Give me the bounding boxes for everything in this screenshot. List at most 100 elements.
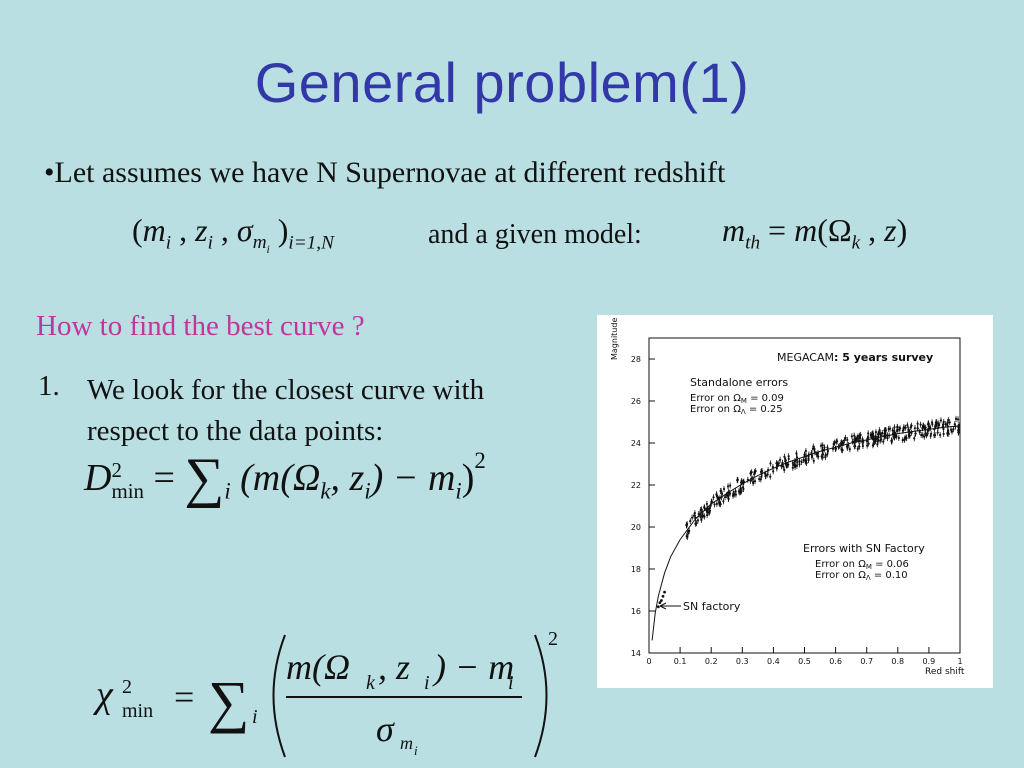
survey-point-dot bbox=[877, 439, 880, 442]
survey-point-dot bbox=[816, 451, 820, 455]
chi2-formula: χ 2 min = ∑ i 2 m(Ω k , z i ) − m i σ m … bbox=[92, 628, 558, 758]
survey-point-dot bbox=[853, 434, 856, 437]
x-tick-label: 0 bbox=[646, 657, 651, 666]
svg-text:∑: ∑ bbox=[208, 669, 249, 734]
survey-point-dot bbox=[870, 433, 874, 436]
data-tuple-formula: (mi , zi , σmi )i=1,N bbox=[132, 212, 334, 257]
survey-point-dot bbox=[705, 509, 708, 512]
survey-point-dot bbox=[706, 508, 710, 511]
survey-point-dot bbox=[848, 448, 851, 451]
survey-point-dot bbox=[918, 430, 921, 434]
sn-factory-point bbox=[656, 605, 660, 609]
survey-point-dot bbox=[942, 432, 945, 435]
survey-point-dot bbox=[727, 497, 730, 500]
survey-point-dot bbox=[784, 459, 787, 462]
sn-factory-arrow bbox=[659, 602, 681, 610]
y-tick-label: 28 bbox=[631, 355, 641, 364]
svg-text:2: 2 bbox=[122, 676, 132, 698]
survey-point-dot bbox=[916, 422, 919, 425]
survey-point-dot bbox=[717, 501, 721, 504]
survey-point-dot bbox=[850, 435, 854, 438]
survey-point-dot bbox=[896, 425, 899, 428]
survey-point-dot bbox=[919, 423, 922, 426]
survey-point-dot bbox=[811, 454, 814, 457]
survey-point-dot bbox=[910, 431, 913, 434]
survey-point-dot bbox=[720, 489, 723, 493]
sn-factory-point bbox=[661, 594, 665, 598]
survey-point-dot bbox=[856, 447, 859, 450]
survey-point-dot bbox=[946, 432, 949, 435]
survey-point-dot bbox=[925, 434, 928, 437]
survey-point-dot bbox=[715, 502, 718, 505]
survey-point-dot bbox=[783, 455, 786, 458]
survey-point-dot bbox=[795, 464, 799, 468]
survey-point-dot bbox=[844, 436, 847, 439]
survey-point-dot bbox=[727, 491, 730, 494]
survey-point-dot bbox=[920, 433, 923, 437]
intro-bullet: •Let assumes we have N Supernovae at dif… bbox=[44, 156, 726, 189]
survey-point-dot bbox=[833, 441, 836, 444]
hubble-diagram-panel: 0 0.1 0.2 0.3 0.4 0.5 0.6 0.7 0.8 0.9 1 14 16 18 20 22 2… bbox=[597, 315, 993, 688]
survey-point-dot bbox=[685, 524, 688, 527]
survey-point-dot bbox=[693, 512, 697, 515]
snf-title: Errors with SN Factory bbox=[803, 542, 925, 555]
survey-point-dot bbox=[927, 427, 930, 430]
svg-text:i: i bbox=[508, 672, 514, 694]
survey-point-dot bbox=[750, 471, 753, 474]
survey-point-dot bbox=[954, 417, 958, 420]
survey-point-dot bbox=[904, 426, 907, 429]
survey-point-dot bbox=[726, 485, 730, 488]
survey-point-dot bbox=[957, 424, 960, 427]
survey-point-dot bbox=[710, 500, 713, 503]
survey-point-dot bbox=[956, 418, 960, 421]
survey-point-dot bbox=[837, 445, 840, 448]
survey-point-dot bbox=[843, 439, 846, 442]
survey-point-dot bbox=[722, 487, 726, 491]
survey-point-dot bbox=[936, 431, 939, 434]
survey-point-dot bbox=[871, 444, 874, 447]
survey-point-dot bbox=[879, 434, 883, 437]
step-line-1: We look for the closest curve with bbox=[87, 374, 485, 406]
survey-point-dot bbox=[867, 436, 870, 439]
svg-text:m(Ω: m(Ω bbox=[286, 647, 350, 687]
x-tick-label: 0.6 bbox=[829, 657, 842, 666]
hubble-diagram: 0 0.1 0.2 0.3 0.4 0.5 0.6 0.7 0.8 0.9 1 14 16 18 20 22 2… bbox=[610, 318, 965, 677]
sn-factory-point bbox=[663, 590, 666, 594]
survey-point-dot bbox=[921, 426, 924, 430]
survey-point-dot bbox=[893, 426, 896, 429]
survey-point-dot bbox=[933, 428, 936, 431]
survey-point-dot bbox=[750, 477, 753, 480]
survey-point-dot bbox=[807, 457, 810, 460]
y-tick-label: 16 bbox=[631, 607, 641, 616]
survey-point-dot bbox=[754, 470, 757, 473]
survey-point-dot bbox=[816, 455, 820, 458]
survey-point-dot bbox=[874, 431, 878, 434]
survey-point-dot bbox=[891, 429, 894, 432]
survey-point-dot bbox=[716, 496, 719, 499]
survey-point-dot bbox=[893, 432, 896, 435]
survey-point-dot bbox=[798, 459, 801, 463]
survey-point-dot bbox=[712, 496, 715, 499]
survey-point-dot bbox=[732, 493, 735, 496]
survey-point-dot bbox=[878, 429, 881, 432]
survey-point-dot bbox=[804, 457, 807, 461]
svg-text:=: = bbox=[174, 677, 194, 717]
svg-text:i: i bbox=[414, 743, 418, 758]
survey-point-dot bbox=[874, 435, 877, 438]
survey-point-dot bbox=[924, 432, 927, 435]
y-axis-label: Magnitude bbox=[610, 318, 619, 360]
survey-point-dot bbox=[772, 470, 775, 473]
survey-label: MEGACAM: 5 years survey bbox=[777, 351, 933, 364]
survey-point-dot bbox=[760, 470, 764, 473]
survey-point-dot bbox=[782, 465, 785, 468]
survey-point-dot bbox=[903, 438, 906, 441]
survey-point-dot bbox=[819, 444, 823, 447]
survey-point-dot bbox=[886, 434, 889, 437]
survey-point-dot bbox=[739, 481, 743, 484]
snf-line-2: Error on ΩΛ = 0.10 bbox=[815, 570, 908, 582]
survey-point-dot bbox=[812, 445, 815, 448]
svg-text:, z: , z bbox=[378, 647, 410, 687]
survey-point-dot bbox=[820, 455, 823, 458]
survey-point-dot bbox=[696, 519, 700, 522]
survey-point-dot bbox=[893, 435, 896, 439]
